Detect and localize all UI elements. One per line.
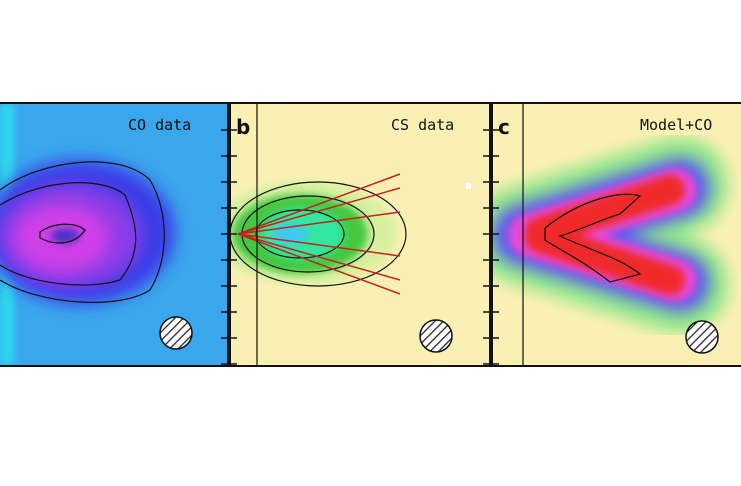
contour <box>0 161 165 303</box>
panel-title: CO data <box>128 116 191 134</box>
contour <box>544 193 642 283</box>
beam <box>419 319 453 353</box>
emission-core <box>272 224 308 244</box>
panel-cs: b CS data <box>230 103 490 366</box>
contour <box>39 223 86 244</box>
contour <box>255 209 345 259</box>
tick-marks <box>221 129 499 365</box>
halo-red <box>525 175 685 295</box>
beam <box>159 316 193 350</box>
panel-co: CO data <box>0 103 228 366</box>
cone-lines <box>237 173 401 295</box>
panel-title: Model+CO <box>640 116 712 134</box>
artifact <box>466 183 471 189</box>
emission-core <box>51 229 79 243</box>
panel-model: c Model+CO <box>492 103 741 366</box>
panel-label: b <box>236 115 250 139</box>
beam <box>685 320 719 354</box>
contour <box>0 182 137 286</box>
panel-label: c <box>498 115 510 139</box>
contour <box>230 181 407 287</box>
panel-title: CS data <box>391 116 454 134</box>
